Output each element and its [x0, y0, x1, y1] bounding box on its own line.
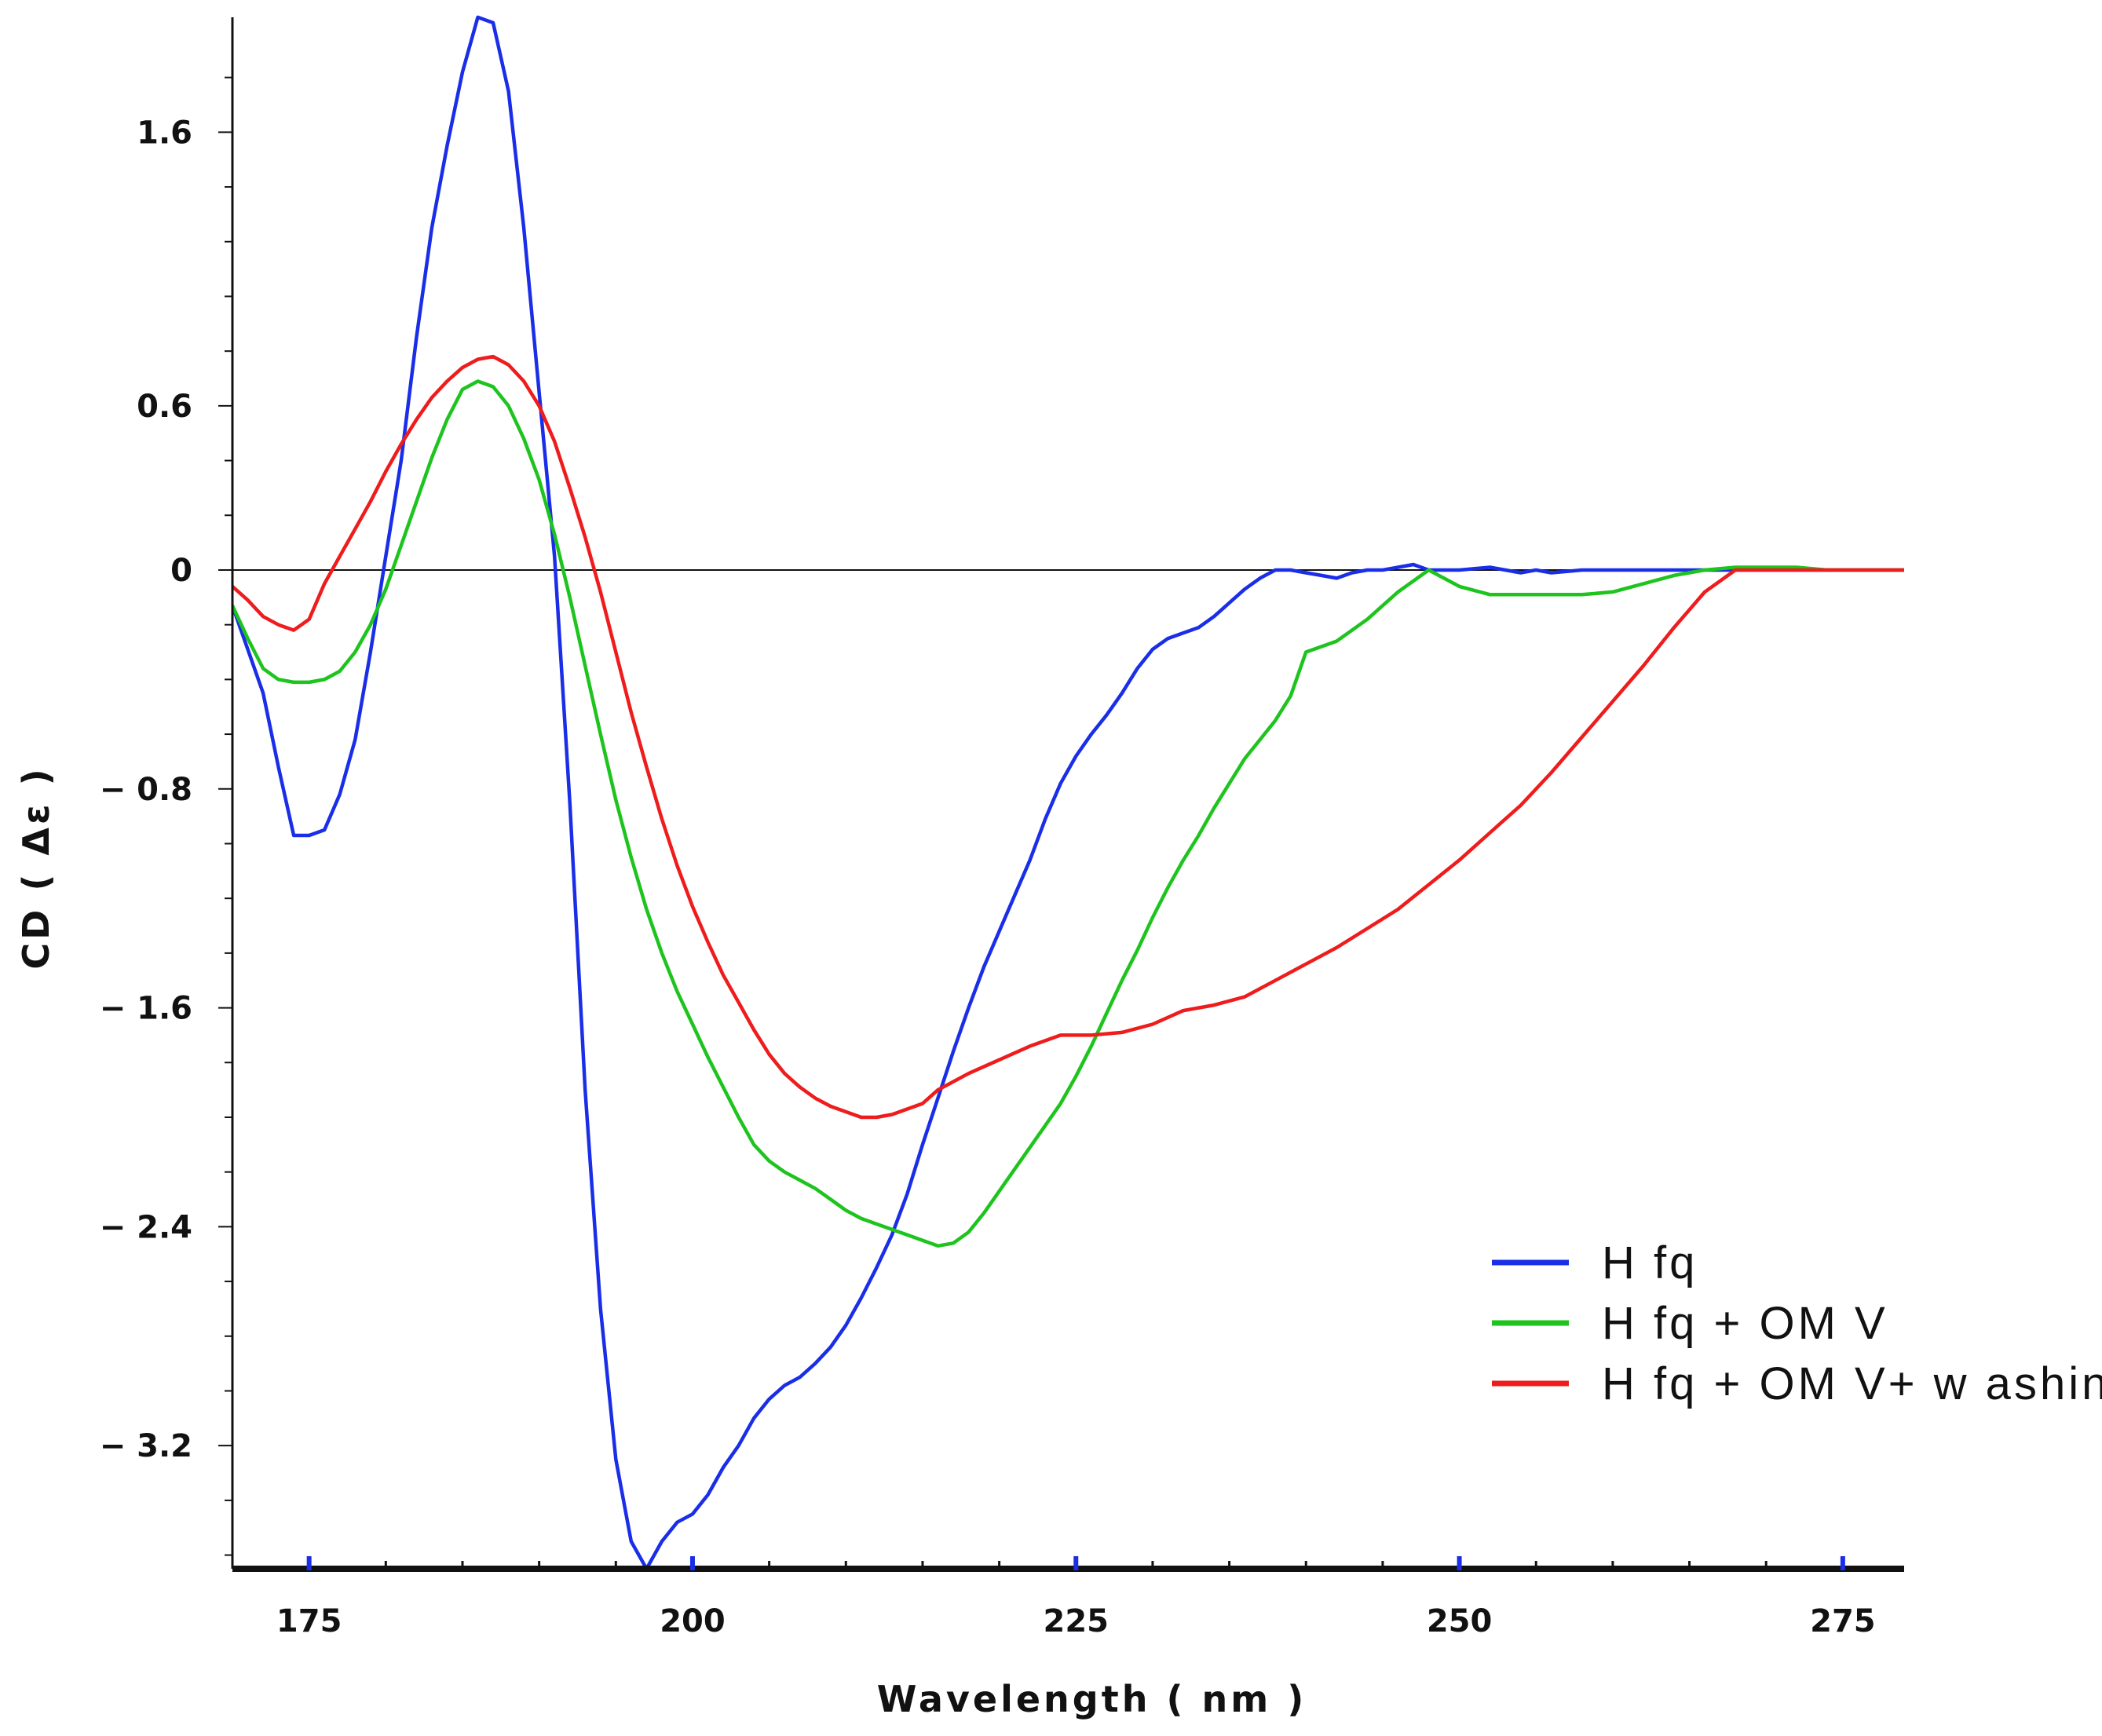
- y-tick-label: 0: [170, 553, 192, 589]
- legend: H fq H fq + OM V H fq + OM V+ w ashing: [1492, 1237, 2102, 1409]
- y-tick-label: − 3.2: [100, 1428, 192, 1464]
- y-tick-label: 0.6: [137, 389, 192, 425]
- x-tick-label: 250: [1427, 1603, 1493, 1639]
- axes-layer: [231, 17, 1904, 1572]
- y-axis-title: CD ( Δε ): [15, 766, 57, 969]
- y-tick-label: − 2.4: [100, 1209, 192, 1245]
- y-tick-label: − 0.8: [100, 772, 192, 808]
- y-tick-label: − 1.6: [100, 991, 192, 1027]
- series-line-2: [232, 379, 1904, 1248]
- x-tick-label: 200: [660, 1603, 726, 1639]
- x-axis-title: Wavelength ( nm ): [877, 1678, 1307, 1720]
- ticks-layer: 1.6 0.6 0 − 0.8 − 1.6 − 2.4 − 3.2 175 200 225 250 2…: [100, 76, 1876, 1639]
- legend-label-2: H fq + OM V: [1602, 1298, 1888, 1349]
- series-layer: [232, 15, 1904, 1569]
- x-tick-label: 275: [1810, 1603, 1876, 1639]
- series-line-1: [232, 15, 1904, 1569]
- x-tick-label: 225: [1044, 1603, 1109, 1639]
- x-tick-label: 175: [276, 1603, 342, 1639]
- series-line-3: [232, 354, 1904, 1120]
- y-tick-label: 1.6: [137, 115, 192, 151]
- legend-label-1: H fq: [1602, 1237, 1698, 1288]
- legend-label-3: H fq + OM V+ w ashing: [1602, 1358, 2102, 1409]
